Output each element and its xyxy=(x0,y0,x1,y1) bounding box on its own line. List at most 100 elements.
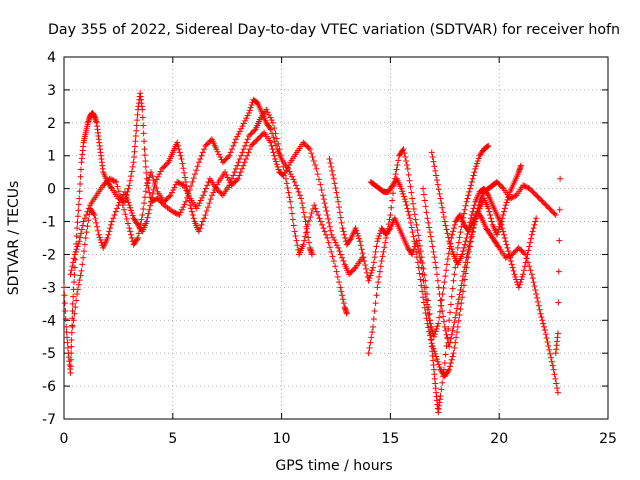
data-point xyxy=(244,152,251,159)
data-point xyxy=(201,215,208,222)
data-point xyxy=(449,327,456,334)
data-point xyxy=(427,336,434,343)
data-point xyxy=(538,313,545,320)
data-point xyxy=(543,335,550,342)
data-point xyxy=(78,267,85,274)
data-point xyxy=(423,284,430,291)
data-point xyxy=(429,243,436,250)
data-point xyxy=(453,310,460,317)
data-point xyxy=(383,230,390,237)
data-point xyxy=(448,331,455,338)
data-point xyxy=(246,146,253,153)
data-point xyxy=(213,185,220,192)
data-point xyxy=(548,358,555,365)
data-point xyxy=(77,272,84,279)
data-point xyxy=(317,181,324,188)
data-point xyxy=(365,350,372,357)
data-point xyxy=(162,161,169,168)
data-point xyxy=(443,331,450,338)
data-point xyxy=(544,204,551,211)
data-point xyxy=(430,345,437,352)
data-point xyxy=(193,167,200,174)
data-point xyxy=(224,174,231,181)
data-point xyxy=(421,271,428,278)
data-point xyxy=(79,261,86,268)
data-point xyxy=(227,179,234,186)
data-point xyxy=(272,158,279,165)
data-point xyxy=(424,215,431,222)
data-point xyxy=(331,180,338,187)
data-point xyxy=(441,360,448,367)
data-point xyxy=(115,188,122,195)
data-point xyxy=(457,229,464,236)
data-point xyxy=(282,175,289,182)
data-point xyxy=(446,317,453,324)
data-point xyxy=(309,206,316,213)
data-point xyxy=(301,140,308,147)
data-point xyxy=(231,139,238,146)
data-point xyxy=(223,155,230,162)
data-point xyxy=(386,216,393,223)
data-point xyxy=(368,269,375,276)
data-point xyxy=(316,176,323,183)
data-point xyxy=(93,219,100,226)
data-point xyxy=(128,173,135,180)
data-point xyxy=(416,242,423,249)
data-point xyxy=(429,327,436,334)
data-point xyxy=(352,225,359,232)
data-point xyxy=(332,239,339,246)
data-point xyxy=(161,163,168,170)
data-point xyxy=(169,208,176,215)
data-point xyxy=(454,300,461,307)
data-point xyxy=(342,235,349,241)
data-point xyxy=(422,203,429,210)
data-point xyxy=(365,277,372,284)
data-point xyxy=(329,171,336,178)
data-point xyxy=(336,279,343,286)
data-point xyxy=(474,157,481,164)
data-point xyxy=(62,308,69,315)
data-point xyxy=(303,225,310,232)
data-point xyxy=(283,180,290,187)
data-point xyxy=(450,228,457,235)
data-point xyxy=(236,156,243,163)
data-point xyxy=(153,176,160,183)
data-point xyxy=(448,293,455,300)
data-point xyxy=(467,185,474,192)
data-point xyxy=(488,218,495,225)
data-point xyxy=(452,314,459,321)
data-point xyxy=(292,182,299,189)
data-point xyxy=(466,242,473,249)
data-point xyxy=(524,184,531,191)
data-point xyxy=(64,339,71,346)
data-point xyxy=(127,204,134,211)
data-point xyxy=(347,236,354,243)
data-point xyxy=(69,300,76,307)
data-point xyxy=(146,206,153,213)
data-point xyxy=(376,268,383,275)
y-tick-label: 1 xyxy=(47,149,56,165)
data-point xyxy=(336,209,343,216)
data-point xyxy=(268,142,275,149)
data-point xyxy=(409,195,416,202)
data-point xyxy=(155,173,162,180)
data-point xyxy=(277,152,284,159)
data-point xyxy=(450,323,457,330)
data-point xyxy=(533,215,540,222)
data-point xyxy=(452,339,459,346)
data-point xyxy=(141,152,148,159)
data-point xyxy=(306,146,313,153)
data-point xyxy=(149,190,156,197)
data-point xyxy=(497,183,504,190)
data-point xyxy=(412,243,419,250)
data-point xyxy=(331,236,338,243)
data-point xyxy=(466,223,473,230)
data-point xyxy=(440,209,447,216)
data-point xyxy=(537,196,544,203)
data-point xyxy=(139,106,146,113)
data-point xyxy=(76,195,83,202)
data-point xyxy=(458,300,465,307)
data-point xyxy=(128,168,135,175)
data-point xyxy=(198,194,205,201)
